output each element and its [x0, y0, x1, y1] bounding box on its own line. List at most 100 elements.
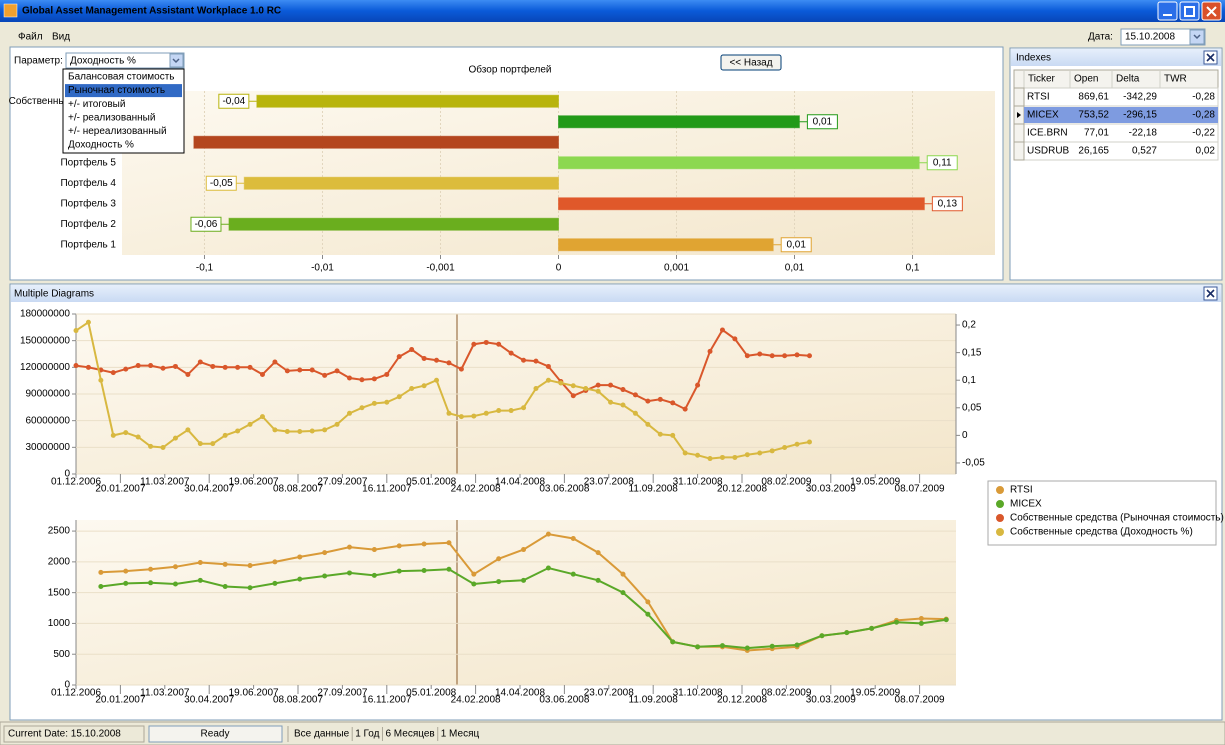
- table-cell: 0,02: [1196, 146, 1216, 157]
- period-button[interactable]: 6 Месяцев: [385, 729, 434, 740]
- point: [384, 371, 390, 377]
- point: [85, 364, 91, 370]
- point: [806, 439, 812, 445]
- point: [707, 348, 713, 354]
- point: [359, 405, 365, 411]
- point: [148, 363, 154, 369]
- point: [396, 354, 402, 360]
- point: [483, 339, 489, 345]
- point: [595, 577, 601, 583]
- parameter-combo[interactable]: [65, 52, 185, 69]
- column-header: TWR: [1164, 74, 1187, 85]
- point: [148, 566, 154, 572]
- row-selector: [1013, 87, 1025, 107]
- point: [595, 550, 601, 556]
- point: [259, 414, 265, 420]
- dropdown-option[interactable]: +/- нереализованный: [68, 126, 167, 137]
- x-tick-label: 08.07.2009: [895, 484, 945, 495]
- minimize-button[interactable]: [1157, 1, 1178, 21]
- point: [160, 445, 166, 451]
- x-tick-label: -0,1: [196, 263, 214, 274]
- y-tick-label: 2000: [48, 557, 71, 568]
- x-tick-label: 27.09.2007: [317, 688, 367, 699]
- table-cell: -0,22: [1192, 128, 1215, 139]
- point: [545, 531, 551, 537]
- point: [272, 559, 278, 565]
- point: [421, 541, 427, 547]
- point: [719, 454, 725, 460]
- point: [521, 405, 527, 411]
- x-tick-label: -0,01: [311, 263, 334, 274]
- x-tick-label: 16.11.2007: [362, 484, 412, 495]
- period-button[interactable]: 1 Месяц: [441, 729, 480, 740]
- point: [471, 571, 477, 577]
- period-button[interactable]: Все данные: [294, 729, 350, 740]
- point: [471, 341, 477, 347]
- menu-item[interactable]: Файл: [18, 32, 43, 43]
- value-label-box: [806, 114, 838, 130]
- dropdown-option[interactable]: Рыночная стоимость: [68, 85, 165, 96]
- point: [197, 559, 203, 565]
- window-button-icons: [1163, 6, 1217, 17]
- dropdown-option[interactable]: Доходность %: [68, 140, 134, 151]
- point: [359, 377, 365, 383]
- point: [670, 639, 676, 645]
- point: [806, 353, 812, 359]
- point: [409, 385, 415, 391]
- point: [297, 554, 303, 560]
- title-bar: [0, 0, 1225, 22]
- x-tick-label: 11.03.2007: [140, 688, 190, 699]
- point: [222, 364, 228, 370]
- x-tick-label: 31.10.2008: [673, 477, 723, 488]
- dropdown-option[interactable]: +/- итоговый: [68, 99, 125, 110]
- point: [446, 410, 452, 416]
- y-tick-label: 30000000: [26, 442, 71, 453]
- diagrams-header: [11, 285, 1221, 302]
- point: [185, 427, 191, 433]
- arrow-icon: [1193, 34, 1201, 40]
- table-cell: RTSI: [1027, 92, 1050, 103]
- y-tick-label: 150000000: [20, 335, 70, 346]
- point: [595, 382, 601, 388]
- table-cell: 26,165: [1078, 146, 1109, 157]
- maximize-button[interactable]: [1179, 1, 1200, 21]
- point: [471, 413, 477, 419]
- x-tick-label: 14.04.2008: [495, 477, 545, 488]
- row-selector: [1013, 141, 1025, 161]
- point: [670, 432, 676, 438]
- point: [918, 620, 924, 626]
- point: [757, 450, 763, 456]
- legend-label: MICEX: [1010, 499, 1042, 510]
- point: [570, 535, 576, 541]
- point: [247, 563, 253, 569]
- point: [620, 571, 626, 577]
- dropdown-option[interactable]: Балансовая стоимость: [68, 72, 175, 83]
- period-button[interactable]: 1 Год: [355, 729, 379, 740]
- point: [284, 368, 290, 374]
- point: [322, 427, 328, 433]
- back-button-label[interactable]: << Назад: [729, 58, 772, 69]
- y-tick-label: 500: [53, 649, 70, 660]
- legend-box: [987, 480, 1217, 546]
- arrow-icon: [172, 58, 180, 64]
- point: [595, 388, 601, 394]
- back-button[interactable]: [720, 54, 782, 71]
- x-tick-label: 19.06.2007: [229, 477, 279, 488]
- menu-item[interactable]: Вид: [52, 32, 70, 43]
- point: [110, 370, 116, 376]
- table-cell: USDRUB: [1027, 146, 1070, 157]
- x-tick-label: 11.03.2007: [140, 477, 190, 488]
- point: [421, 355, 427, 361]
- date-combo[interactable]: [1120, 28, 1206, 46]
- point: [844, 630, 850, 636]
- point: [210, 441, 216, 447]
- point: [446, 540, 452, 546]
- y2-tick-label: 0,1: [962, 375, 976, 386]
- point: [757, 351, 763, 357]
- point: [197, 441, 203, 447]
- point: [123, 366, 129, 372]
- point: [719, 643, 725, 649]
- point: [869, 625, 875, 631]
- x-tick-label: 20.01.2007: [95, 695, 145, 706]
- dropdown-option[interactable]: +/- реализованный: [68, 112, 155, 123]
